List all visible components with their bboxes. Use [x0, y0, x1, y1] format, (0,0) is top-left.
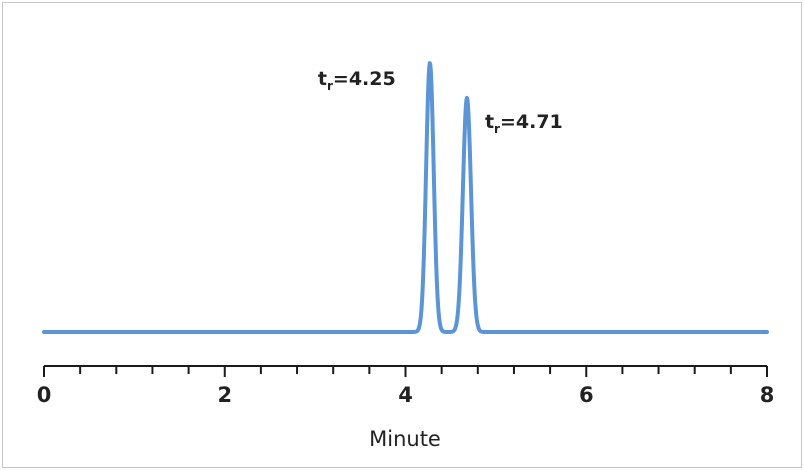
- x-tick-label: 6: [579, 383, 594, 407]
- series-group: [42, 61, 769, 334]
- x-tick-label: 0: [37, 383, 52, 407]
- peak-labels: tr=4.25 tr=4.71: [318, 68, 563, 136]
- x-axis-title: Minute: [369, 427, 441, 451]
- x-tick-labels: 0 2 4 6 8: [37, 383, 775, 407]
- x-tick-label: 8: [760, 383, 775, 407]
- x-tick-label: 4: [398, 383, 413, 407]
- peak-label: tr=4.71: [485, 111, 563, 136]
- chromatogram-line: [42, 61, 769, 334]
- peak-label: tr=4.25: [318, 68, 396, 93]
- x-axis: [43, 365, 768, 377]
- x-tick-label: 2: [217, 383, 232, 407]
